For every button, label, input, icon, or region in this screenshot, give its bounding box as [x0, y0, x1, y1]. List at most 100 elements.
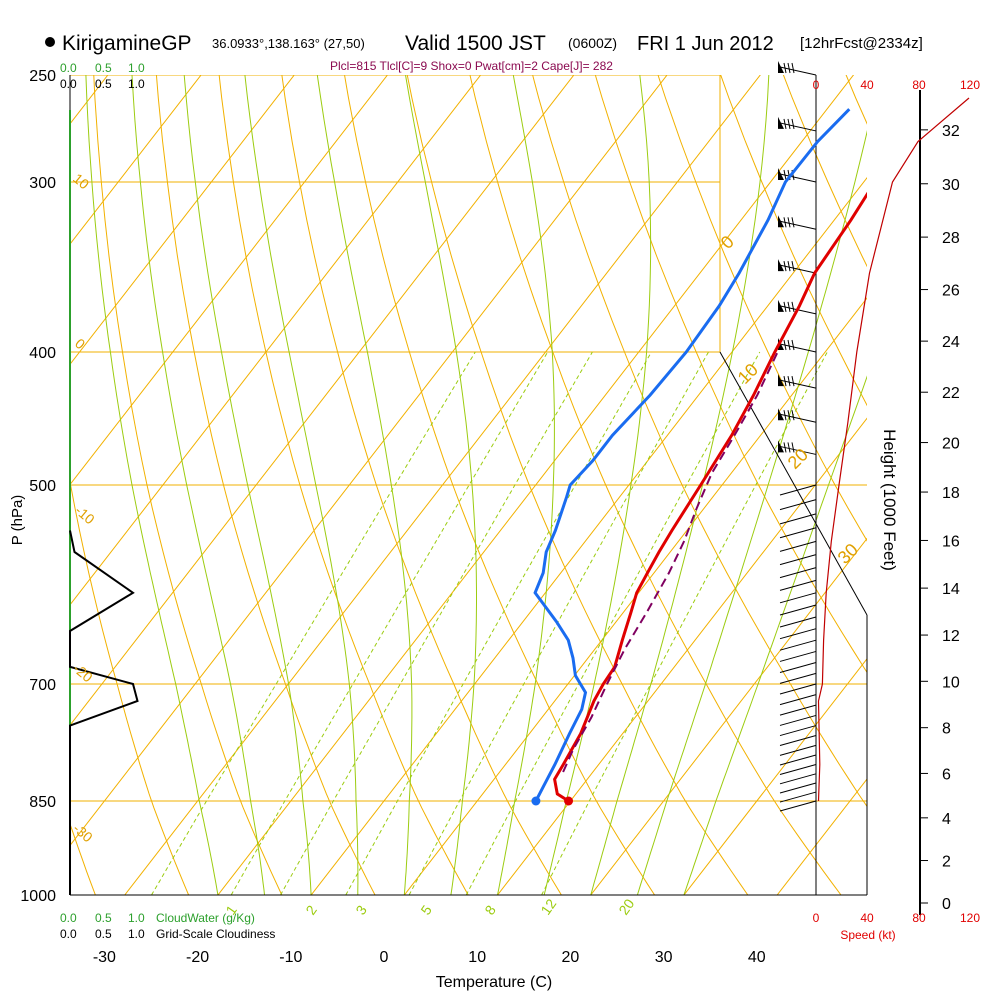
dry-adiabat-line	[344, 75, 656, 895]
surface-dewpoint-dot	[531, 796, 541, 806]
isotherm-label-right: 20	[784, 445, 812, 473]
isotherm-line	[497, 417, 867, 895]
cloudwater-label: CloudWater (g/Kg)	[156, 911, 255, 925]
mixing-ratio-label: 12	[537, 896, 559, 918]
wind-barb	[779, 579, 817, 591]
temp-tick: 40	[748, 949, 766, 966]
dry-adiabat-line	[70, 478, 190, 895]
height-tick: 22	[942, 385, 960, 402]
moist-adiabat-line	[683, 375, 867, 895]
utc-time: (0600Z)	[568, 35, 617, 51]
wind-barb	[779, 763, 817, 775]
speed-tick-bottom-3: 120	[960, 911, 980, 925]
wind-barb	[779, 694, 817, 706]
mixing-ratio-line	[541, 351, 828, 895]
wind-barb	[779, 662, 817, 673]
mixing-ratio-label: 3	[352, 902, 370, 918]
mixing-ratio-line	[151, 351, 476, 895]
dry-adiabat-line	[0, 51, 2, 895]
speed-tick-top-0: 0	[813, 78, 820, 92]
pressure-tick-500: 500	[29, 478, 56, 495]
sounding-params: Plcl=815 Tlcl[C]=9 Shox=0 Pwat[cm]=2 Cap…	[330, 59, 613, 73]
forecast-date: FRI 1 Jun 2012	[637, 33, 774, 55]
wind-barb	[779, 744, 817, 756]
dry-adiabat-line	[720, 75, 867, 407]
station-name: KirigamineGP	[62, 32, 192, 55]
isotherm-line	[124, 75, 761, 895]
dry-adiabat-line	[532, 75, 867, 808]
wind-barb	[778, 259, 817, 274]
cloudiness-tick-top-2: 1.0	[128, 77, 145, 91]
wind-barb	[779, 704, 817, 716]
cloudiness-tick-bottom-2: 1.0	[128, 927, 145, 941]
wind-barb	[779, 714, 817, 726]
wind-barb	[779, 735, 817, 747]
isotherm-line	[70, 75, 575, 726]
cloudwater-tick-bottom-2: 1.0	[128, 911, 145, 925]
wind-barb	[779, 628, 817, 640]
isotherm-line	[590, 537, 867, 895]
cloudiness-tick-top-1: 0.5	[95, 77, 112, 91]
x-axis-title: Temperature (C)	[436, 974, 552, 991]
wind-speed-profile	[817, 97, 970, 802]
wind-barb	[779, 540, 817, 552]
wind-barb	[779, 791, 817, 803]
moist-adiabat-line	[85, 75, 219, 895]
wind-barb	[778, 116, 817, 132]
pressure-tick-700: 700	[29, 677, 56, 694]
mixing-ratio-line	[230, 351, 549, 895]
wind-barbs	[778, 61, 817, 812]
pressure-tick-300: 300	[29, 175, 56, 192]
wind-barb	[779, 672, 817, 684]
height-tick: 6	[942, 766, 951, 783]
height-tick: 24	[942, 334, 960, 351]
speed-label: Speed (kt)	[840, 928, 895, 942]
wind-barb	[779, 604, 817, 616]
dry-adiabat-line	[960, 51, 1000, 895]
station-dot-icon	[45, 37, 55, 47]
wind-barb	[779, 592, 817, 604]
isotherm-line	[70, 75, 482, 606]
dry-adiabat-line	[281, 75, 562, 895]
wind-barb	[778, 338, 817, 353]
mixing-ratio-label: 8	[481, 902, 499, 918]
wind-barb	[779, 782, 817, 794]
speed-tick-bottom-2: 80	[912, 911, 926, 925]
cloudiness-curve	[69, 530, 139, 895]
isotherm-line	[70, 75, 109, 125]
mixing-ratio-label: 2	[302, 902, 320, 918]
height-tick: 0	[942, 896, 951, 913]
mixing-ratio-line	[345, 351, 652, 895]
wind-barb	[779, 650, 817, 662]
temp-tick: 30	[655, 949, 673, 966]
height-axis-title: Height (1000 Feet)	[880, 429, 899, 571]
height-tick: 10	[942, 674, 960, 691]
mixing-ratio-line	[408, 351, 709, 895]
moist-adiabat-line	[316, 75, 413, 895]
series-parcel	[562, 351, 779, 773]
height-tick: 32	[942, 123, 960, 140]
moist-adiabat-line	[543, 75, 652, 895]
isotherm-line	[310, 176, 867, 895]
moist-adiabat-line	[497, 75, 555, 895]
height-tick: 8	[942, 721, 951, 738]
valid-time: Valid 1500 JST	[405, 32, 546, 55]
moist-adiabat-line	[405, 75, 477, 895]
isotherm-line	[70, 75, 389, 486]
moist-adiabat-line	[131, 75, 265, 895]
cloudiness-tick-bottom-0: 0.0	[60, 927, 77, 941]
wind-barb	[779, 639, 817, 651]
isotherm-line	[70, 75, 295, 366]
height-tick: 26	[942, 283, 960, 300]
wind-barb	[778, 168, 817, 183]
mixing-ratio-line	[280, 351, 593, 895]
wind-barb	[779, 567, 817, 579]
temp-tick: -20	[186, 949, 209, 966]
height-tick: 20	[942, 436, 960, 453]
height-tick: 14	[942, 581, 960, 598]
isotherm-line	[70, 75, 202, 245]
moist-adiabat-line	[590, 75, 770, 895]
height-tick: 12	[942, 628, 960, 645]
